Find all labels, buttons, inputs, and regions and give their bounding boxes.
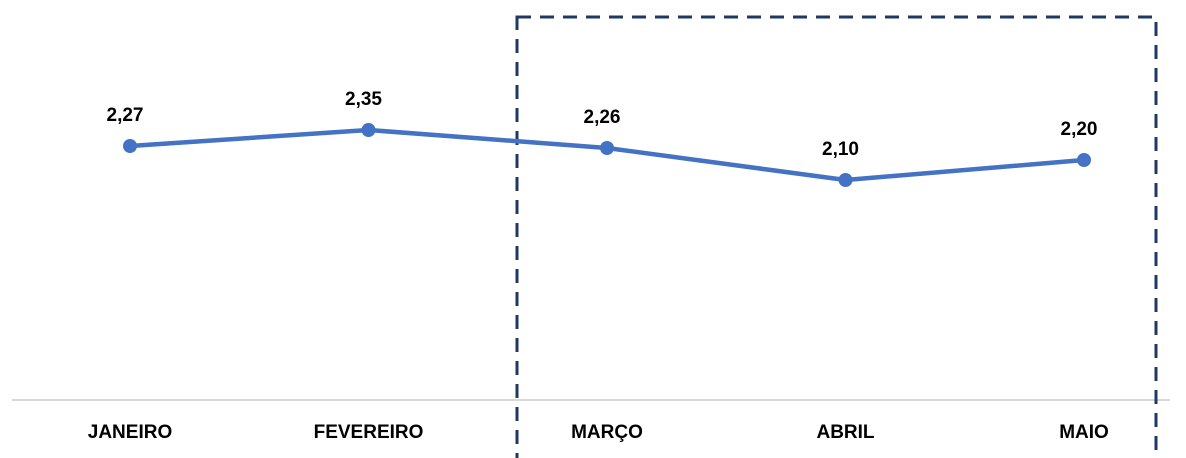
data-point-março bbox=[600, 141, 614, 155]
x-tick-janeiro: JANEIRO bbox=[88, 422, 172, 443]
highlight-box bbox=[515, 15, 1158, 458]
data-point-maio bbox=[1077, 153, 1091, 167]
data-label-abril: 2,10 bbox=[822, 139, 859, 160]
data-point-fevereiro bbox=[361, 123, 376, 137]
data-label-fevereiro: 2,35 bbox=[345, 89, 382, 110]
x-tick-maio: MAIO bbox=[1059, 422, 1109, 443]
data-label-janeiro: 2,27 bbox=[107, 105, 144, 126]
data-point-abril bbox=[838, 173, 853, 187]
x-tick-labels: JANEIRO FEVEREIRO MARÇO ABRIL MAIO bbox=[88, 422, 1109, 443]
x-tick-abril: ABRIL bbox=[816, 422, 874, 443]
data-label-março: 2,26 bbox=[584, 107, 621, 128]
x-tick-fevereiro: FEVEREIRO bbox=[314, 422, 424, 443]
data-labels: 2,27 2,35 2,26 2,10 2,20 bbox=[107, 89, 1098, 160]
data-point-janeiro bbox=[123, 139, 137, 153]
x-tick-março: MARÇO bbox=[571, 422, 643, 443]
series bbox=[123, 123, 1091, 187]
data-label-maio: 2,20 bbox=[1061, 119, 1098, 140]
